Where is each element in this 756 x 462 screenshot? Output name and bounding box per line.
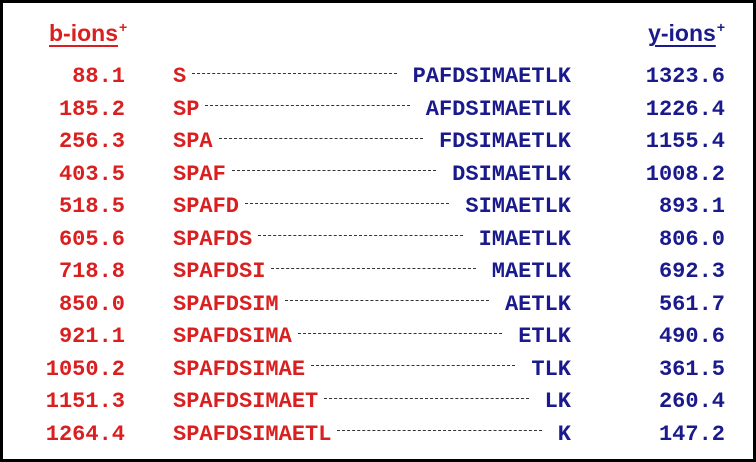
y-ion-mass: 361.5 xyxy=(658,356,725,382)
y-ion-mass: 260.4 xyxy=(658,389,725,414)
b-ion-mass: 256.3 xyxy=(58,129,125,154)
cleavage-dashed-line xyxy=(258,235,463,237)
cleavage-dashed-line xyxy=(337,430,542,432)
b-ion-sequence: SPAFDSIMAE xyxy=(173,356,306,382)
b-ion-fragment: SPAFDSI xyxy=(173,256,476,289)
fragment-row: 1264.4 SPAFDSIMAETL K 147.2 xyxy=(3,419,756,452)
cleavage-dashed-line xyxy=(324,397,529,399)
y-ions-label: y-ions xyxy=(648,20,716,46)
y-ion-mass: 1226.4 xyxy=(645,96,725,122)
cleavage-dashed-line xyxy=(311,365,516,367)
b-ion-sequence: SPAFDSIMAET xyxy=(173,389,319,414)
b-ions-charge: + xyxy=(119,19,128,35)
cleavage-dashed-line xyxy=(297,332,503,334)
b-ion-fragment: SPAFDSIMAE xyxy=(173,354,516,387)
cleavage-dashed-line xyxy=(271,267,476,269)
fragment-row: 1151.3 SPAFDSIMAET LK 260.4 xyxy=(3,386,756,419)
y-ion-sequence: AFDSIMAETLK xyxy=(425,96,571,122)
b-ion-mass: 1050.2 xyxy=(45,356,125,382)
b-ion-sequence: SPAFDSI xyxy=(173,259,266,284)
cleavage-dashed-line xyxy=(245,202,450,204)
y-ion-sequence: ETLK xyxy=(518,324,571,349)
y-ions-charge: + xyxy=(716,19,725,35)
b-ion-mass: 185.2 xyxy=(58,96,125,122)
b-ion-fragment: SPAFDS xyxy=(173,224,463,257)
b-ion-mass: 403.5 xyxy=(58,161,125,187)
y-ion-mass: 1008.2 xyxy=(645,161,725,187)
y-ion-sequence: TLK xyxy=(531,356,571,382)
b-ion-fragment: S xyxy=(173,61,397,94)
y-ion-mass: 490.6 xyxy=(658,324,725,349)
b-ion-sequence: SPAFDSIMA xyxy=(173,324,292,349)
b-ion-sequence: SPAFDS xyxy=(173,226,253,252)
y-ion-sequence: IMAETLK xyxy=(478,226,571,252)
y-ion-sequence: MAETLK xyxy=(491,259,571,284)
b-ion-mass: 1151.3 xyxy=(45,389,125,414)
b-ion-sequence: SPAF xyxy=(173,161,226,187)
fragment-row: 718.8 SPAFDSI MAETLK 692.3 xyxy=(3,256,756,289)
b-ion-fragment: SPAFDSIMAETL xyxy=(173,419,542,452)
b-ion-fragment: SP xyxy=(173,94,410,127)
y-ion-mass: 1323.6 xyxy=(645,64,725,89)
y-ion-mass: 806.0 xyxy=(658,226,725,252)
b-ion-sequence: SPAFDSIM xyxy=(173,291,279,317)
y-ion-sequence: SIMAETLK xyxy=(465,194,571,219)
fragment-row: 518.5 SPAFD SIMAETLK 893.1 xyxy=(3,191,756,224)
b-ion-mass: 605.6 xyxy=(58,226,125,252)
fragment-row: 850.0 SPAFDSIM AETLK 561.7 xyxy=(3,289,756,322)
b-ion-mass: 518.5 xyxy=(58,194,125,219)
cleavage-dashed-line xyxy=(205,105,410,107)
y-ion-sequence: K xyxy=(557,421,571,447)
b-ion-fragment: SPAF xyxy=(173,159,437,192)
b-ion-fragment: SPAFDSIMAET xyxy=(173,386,529,419)
b-ions-header: b-ions+ xyxy=(49,19,127,47)
fragment-row: 605.6 SPAFDS IMAETLK 806.0 xyxy=(3,224,756,257)
fragment-row: 256.3 SPA FDSIMAETLK 1155.4 xyxy=(3,126,756,159)
b-ions-label: b-ions xyxy=(49,20,118,46)
y-ion-mass: 1155.4 xyxy=(645,129,725,154)
fragment-row: 185.2 SP AFDSIMAETLK 1226.4 xyxy=(3,94,756,127)
y-ion-mass: 692.3 xyxy=(658,259,725,284)
b-ion-fragment: SPAFDSIM xyxy=(173,289,489,322)
b-ion-mass: 1264.4 xyxy=(45,421,125,447)
cleavage-dashed-line xyxy=(231,170,437,172)
y-ion-sequence: AETLK xyxy=(504,291,571,317)
b-ion-sequence: SP xyxy=(173,96,200,122)
y-ions-header: y-ions+ xyxy=(648,19,725,47)
fragment-row: 88.1 S PAFDSIMAETLK 1323.6 xyxy=(3,61,756,94)
y-ion-sequence: FDSIMAETLK xyxy=(438,129,571,154)
fragment-row: 1050.2 SPAFDSIMAE TLK 361.5 xyxy=(3,354,756,387)
b-ion-fragment: SPAFD xyxy=(173,191,450,224)
b-ion-sequence: S xyxy=(173,64,187,89)
cleavage-dashed-line xyxy=(284,300,489,302)
b-ion-mass: 88.1 xyxy=(72,64,125,89)
y-ion-mass: 147.2 xyxy=(658,421,725,447)
b-ion-mass: 718.8 xyxy=(58,259,125,284)
b-ion-sequence: SPAFDSIMAETL xyxy=(173,421,332,447)
y-ion-mass: 893.1 xyxy=(658,194,725,219)
b-ion-sequence: SPAFD xyxy=(173,194,240,219)
b-ion-mass: 921.1 xyxy=(58,324,125,349)
fragment-row: 921.1 SPAFDSIMA ETLK 490.6 xyxy=(3,321,756,354)
cleavage-dashed-line xyxy=(192,72,397,74)
y-ion-mass: 561.7 xyxy=(658,291,725,317)
b-ion-mass: 850.0 xyxy=(58,291,125,317)
y-ion-sequence: LK xyxy=(544,389,571,414)
b-ion-fragment: SPA xyxy=(173,126,423,159)
b-ion-sequence: SPA xyxy=(173,129,213,154)
fragment-row: 403.5 SPAF DSIMAETLK 1008.2 xyxy=(3,159,756,192)
y-ion-sequence: DSIMAETLK xyxy=(452,161,571,187)
cleavage-dashed-line xyxy=(218,137,423,139)
b-ion-fragment: SPAFDSIMA xyxy=(173,321,503,354)
y-ion-sequence: PAFDSIMAETLK xyxy=(412,64,571,89)
